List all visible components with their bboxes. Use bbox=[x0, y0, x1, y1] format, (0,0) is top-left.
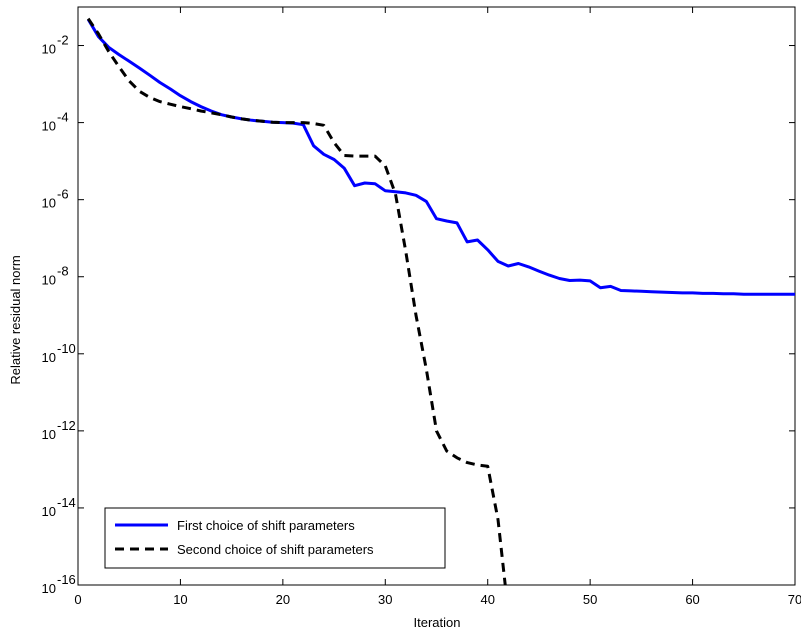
y-tick-exponent: -2 bbox=[57, 33, 69, 48]
axis-ticks: 0 10 20 30 40 50 60 7010-1610-1410-1210-1010-81… bbox=[42, 7, 801, 607]
x-tick-label: 0 bbox=[74, 592, 81, 607]
legend-box bbox=[104, 507, 446, 569]
x-axis-label: Iteration bbox=[414, 615, 461, 630]
y-tick-exponent: -14 bbox=[57, 495, 76, 510]
series-line-1 bbox=[86, 18, 795, 296]
legend-label-1: First choice of shift parameters bbox=[177, 518, 355, 533]
y-tick-label: 10 bbox=[42, 42, 56, 57]
y-tick-label: 10 bbox=[42, 196, 56, 211]
x-tick-label: 70 bbox=[788, 592, 801, 607]
x-tick-label: 50 bbox=[583, 592, 597, 607]
y-tick-exponent: -6 bbox=[57, 187, 69, 202]
y-tick-exponent: -12 bbox=[57, 418, 76, 433]
series-group bbox=[86, 17, 795, 585]
y-tick-label: 10 bbox=[42, 581, 56, 596]
y-tick-exponent: -8 bbox=[57, 264, 69, 279]
x-tick-label: 30 bbox=[378, 592, 392, 607]
y-tick-label: 10 bbox=[42, 427, 56, 442]
y-tick-label: 10 bbox=[42, 273, 56, 288]
y-tick-label: 10 bbox=[42, 119, 56, 134]
x-tick-label: 40 bbox=[480, 592, 494, 607]
y-tick-exponent: -10 bbox=[57, 341, 76, 356]
x-tick-label: 60 bbox=[685, 592, 699, 607]
legend: First choice of shift parameters Second c… bbox=[104, 507, 446, 569]
y-tick-exponent: -4 bbox=[57, 110, 69, 125]
legend-label-2: Second choice of shift parameters bbox=[177, 542, 374, 557]
x-tick-label: 10 bbox=[173, 592, 187, 607]
plot-area bbox=[77, 6, 796, 586]
y-tick-label: 10 bbox=[42, 504, 56, 519]
x-tick-label: 20 bbox=[276, 592, 290, 607]
y-axis-label: Relative residual norm bbox=[8, 255, 23, 384]
axes-frame bbox=[77, 6, 796, 586]
y-tick-label: 10 bbox=[42, 350, 56, 365]
y-tick-exponent: -16 bbox=[57, 572, 76, 587]
